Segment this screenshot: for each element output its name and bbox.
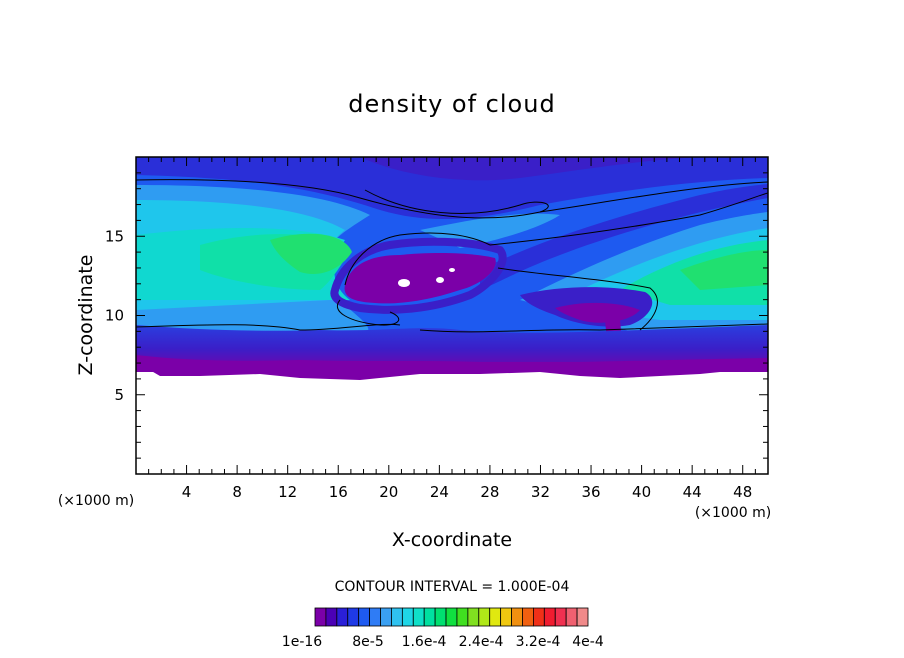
colorbar-swatch <box>325 607 338 627</box>
x-tick-label: 48 <box>733 483 752 501</box>
y-tick-label: 15 <box>105 227 124 245</box>
chart-title: density of cloud <box>348 90 555 118</box>
x-tick-label: 16 <box>329 483 348 501</box>
x-tick-label: 32 <box>531 483 550 501</box>
colorbar-swatch <box>511 607 523 627</box>
colorbar-swatch <box>478 607 491 627</box>
colorbar-swatch <box>565 607 578 627</box>
colorbar-swatch <box>412 607 425 627</box>
colorbar-labels: 1e-16 8e-5 1.6e-4 2.4e-4 3.2e-4 4e-4 <box>282 634 604 650</box>
x-tick-label: 12 <box>278 483 297 501</box>
x-axis-label: X-coordinate <box>392 529 512 551</box>
colorbar-swatch <box>434 607 447 627</box>
colorbar <box>314 607 589 627</box>
x-tick-labels: 4 8 12 16 20 24 28 32 36 40 44 48 <box>182 483 752 501</box>
y-axis-label: Z-coordinate <box>75 255 97 376</box>
colorbar-label: 2.4e-4 <box>459 634 504 650</box>
colorbar-swatch <box>456 607 469 627</box>
colorbar-swatch <box>369 607 381 627</box>
x-tick-label: 8 <box>232 483 242 501</box>
x-tick-label: 20 <box>379 483 398 501</box>
x-tick-label: 4 <box>182 483 192 501</box>
x-tick-label: 24 <box>430 483 449 501</box>
x-tick-label: 40 <box>632 483 651 501</box>
colorbar-swatch <box>380 607 392 627</box>
x-axis-unit: (×1000 m) <box>695 505 771 521</box>
colorbar-swatch <box>358 607 370 627</box>
colorbar-label: 8e-5 <box>352 634 383 650</box>
axis-ticks <box>136 157 768 474</box>
cloud-density-field <box>136 157 768 474</box>
colorbar-swatch <box>500 607 512 627</box>
colorbar-swatch <box>314 607 327 627</box>
colorbar-swatch <box>336 607 349 627</box>
colorbar-swatch <box>522 607 534 627</box>
colorbar-label: 4e-4 <box>572 634 604 650</box>
x-tick-label: 44 <box>683 483 702 501</box>
x-tick-label: 36 <box>581 483 600 501</box>
contour-interval-text: CONTOUR INTERVAL = 1.000E-04 <box>335 579 570 595</box>
colorbar-swatch <box>533 607 545 627</box>
colorbar-swatch <box>543 607 556 627</box>
x-tick-label: 28 <box>480 483 499 501</box>
colorbar-swatch <box>347 607 360 627</box>
colorbar-swatch <box>576 607 589 627</box>
colorbar-swatch <box>489 607 502 627</box>
colorbar-swatch <box>554 607 567 627</box>
y-tick-label: 5 <box>114 386 124 404</box>
colorbar-label: 1.6e-4 <box>402 634 447 650</box>
colorbar-label: 1e-16 <box>282 634 322 650</box>
colorbar-swatch <box>445 607 458 627</box>
y-tick-labels: 5 10 15 <box>105 227 124 404</box>
colorbar-label: 3.2e-4 <box>516 634 561 650</box>
y-axis-unit: (×1000 m) <box>58 493 134 509</box>
colorbar-swatch <box>423 607 436 627</box>
y-tick-label: 10 <box>105 307 124 325</box>
colorbar-swatch <box>391 607 403 627</box>
colorbar-swatch <box>467 607 480 627</box>
colorbar-swatch <box>401 607 414 627</box>
